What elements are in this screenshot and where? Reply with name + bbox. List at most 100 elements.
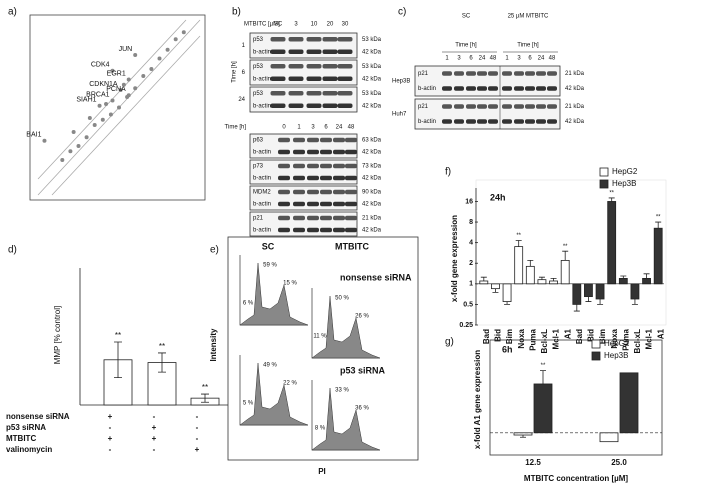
point-label: EGR1 <box>107 70 126 77</box>
protein-label: b-actin <box>253 176 271 182</box>
bar <box>491 283 500 290</box>
band <box>466 119 476 124</box>
point <box>141 74 146 78</box>
significance-label: ** <box>202 383 208 392</box>
x-tick-label: Bcl-xL <box>633 329 642 354</box>
band <box>278 175 290 181</box>
histogram <box>239 262 309 326</box>
condition-label: 25 µM MTBITC <box>508 14 549 20</box>
panel-label: f) <box>445 167 451 178</box>
band <box>477 104 487 109</box>
size-label: 53 kDa <box>362 37 382 43</box>
x-tick-label: Bim <box>505 329 514 344</box>
point <box>68 149 73 154</box>
band <box>477 119 487 124</box>
y-tick-label: 0.25 <box>459 322 473 329</box>
point-label: PCNA <box>106 86 126 93</box>
band <box>442 86 452 91</box>
band <box>322 37 338 42</box>
band <box>454 71 464 76</box>
band <box>536 119 546 124</box>
band <box>307 201 319 207</box>
point <box>121 82 126 87</box>
condition-sign: - <box>109 445 112 454</box>
point <box>126 77 131 82</box>
point <box>104 102 109 106</box>
lane-label: 48 <box>348 125 355 131</box>
band <box>536 71 546 76</box>
y-tick-label: 1 <box>469 281 473 288</box>
x-tick-label: 12.5 <box>525 458 541 467</box>
blot-frame <box>414 98 561 130</box>
bar <box>533 383 553 434</box>
x-tick-label: Noxa <box>610 328 619 348</box>
band <box>502 119 512 124</box>
protein-label: b-actin <box>253 202 271 208</box>
band <box>536 104 546 109</box>
point-label: CDKN1A <box>89 81 118 88</box>
band <box>466 104 476 109</box>
chart-title: 24h <box>490 192 506 202</box>
bar <box>560 259 570 285</box>
band <box>488 71 498 76</box>
band <box>488 119 498 124</box>
protein-label: b-actin <box>253 49 271 55</box>
point <box>173 37 178 42</box>
lane-label: 3 <box>294 22 298 28</box>
bar <box>479 280 489 285</box>
band <box>270 49 286 55</box>
lane-label: 3 <box>517 56 521 62</box>
y-tick-label: 16 <box>465 198 473 205</box>
point <box>125 95 130 99</box>
error-bar <box>527 259 534 267</box>
band <box>278 215 290 221</box>
error-bar <box>655 221 662 229</box>
point <box>100 117 105 122</box>
size-label: 42 kDa <box>362 202 382 208</box>
panel-label: a) <box>8 7 17 18</box>
band <box>547 104 557 109</box>
legend-label: HepG2 <box>612 167 638 176</box>
error-bar <box>520 435 526 438</box>
error-bar <box>631 298 638 305</box>
condition-label: SC <box>462 14 471 20</box>
column-label: MTBITC <box>335 241 369 251</box>
size-label: 90 kDa <box>362 190 382 196</box>
band <box>454 104 464 109</box>
size-label: 73 kDa <box>362 164 382 170</box>
band <box>525 104 535 109</box>
significance-label: ** <box>563 244 568 250</box>
lane-label: 3 <box>311 125 315 131</box>
point <box>84 135 89 140</box>
legend-label: Hep3B <box>612 179 636 188</box>
time-label: Time [h] <box>517 43 539 49</box>
protein-label: b-actin <box>253 150 271 156</box>
band <box>502 86 512 91</box>
histogram <box>311 387 381 451</box>
size-label: 42 kDa <box>362 76 382 82</box>
bar <box>525 265 535 285</box>
point <box>92 123 97 127</box>
x-tick-label: Bcl-xL <box>540 329 549 354</box>
error-bar <box>515 240 522 247</box>
point <box>118 88 123 92</box>
band <box>293 189 305 195</box>
band <box>320 215 332 221</box>
lane-label: 1 <box>505 56 509 62</box>
percent-label: 6 % <box>243 301 254 307</box>
bar <box>642 278 651 285</box>
size-label: 42 kDa <box>362 49 382 55</box>
error-bar <box>504 301 511 305</box>
panel-label: d) <box>8 245 17 256</box>
percent-label: 50 % <box>335 296 349 302</box>
band <box>320 189 332 195</box>
bar <box>630 283 640 300</box>
x-axis-label: MTBITC concentration [µM] <box>524 474 628 483</box>
protein-label: b-actin <box>253 76 271 82</box>
significance-label: ** <box>656 215 661 221</box>
band <box>514 104 524 109</box>
band <box>270 76 286 82</box>
x-tick-label: Mcl-1 <box>552 328 561 349</box>
condition-label: MTBITC <box>6 434 36 443</box>
lane-label: 24 <box>479 56 486 62</box>
